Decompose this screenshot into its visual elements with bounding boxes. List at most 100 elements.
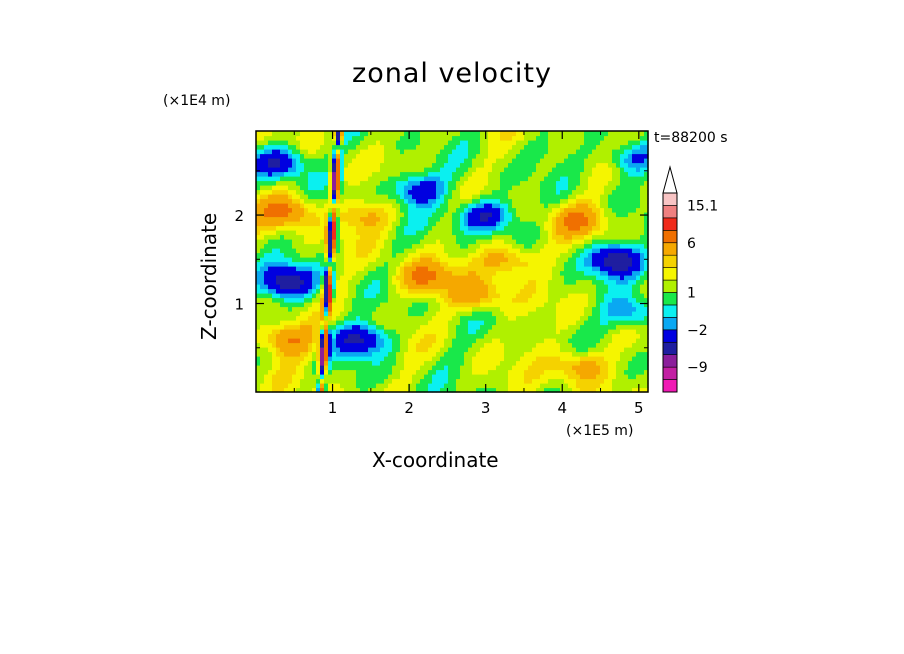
heatmap-cell [488, 153, 493, 159]
heatmap-cell [372, 383, 377, 389]
heatmap-cell [480, 234, 485, 240]
heatmap-cell [296, 333, 301, 339]
heatmap-cell [344, 243, 349, 249]
heatmap-cell [464, 212, 469, 218]
heatmap-cell [440, 387, 445, 393]
heatmap-cell [468, 279, 473, 285]
heatmap-cell [384, 167, 389, 173]
heatmap-cell [388, 387, 393, 393]
heatmap-cell [340, 252, 345, 258]
heatmap-cell [264, 225, 269, 231]
heatmap-cell [428, 360, 433, 366]
heatmap-cell [424, 306, 429, 312]
heatmap-cell [404, 176, 409, 182]
heatmap-cell [420, 275, 425, 281]
heatmap-cell [572, 234, 577, 240]
heatmap-cell [284, 198, 289, 204]
heatmap-cell [592, 171, 597, 177]
heatmap-cell [480, 252, 485, 258]
heatmap-cell [504, 293, 509, 299]
heatmap-cell [472, 284, 477, 290]
heatmap-cell [568, 149, 573, 155]
heatmap-cell [584, 378, 589, 384]
heatmap-cell [580, 374, 585, 380]
heatmap-cell [480, 212, 485, 218]
heatmap-cell [368, 288, 373, 294]
heatmap-cell [476, 203, 481, 209]
heatmap-cell [436, 369, 441, 375]
heatmap-cell [276, 167, 281, 173]
heatmap-cell [584, 306, 589, 312]
heatmap-cell [504, 360, 509, 366]
heatmap-cell [364, 347, 369, 353]
heatmap-cell [512, 239, 517, 245]
heatmap-cell [380, 248, 385, 254]
heatmap-cell [536, 324, 541, 330]
heatmap-cell [312, 257, 317, 263]
heatmap-cell [380, 135, 385, 141]
heatmap-cell [496, 315, 501, 321]
heatmap-cell [592, 144, 597, 150]
heatmap-cell [492, 212, 497, 218]
heatmap-cell [564, 342, 569, 348]
heatmap-cell [372, 203, 377, 209]
heatmap-cell [380, 342, 385, 348]
heatmap-cell [496, 167, 501, 173]
heatmap-cell [472, 135, 477, 141]
heatmap-cell [412, 338, 417, 344]
heatmap-cell [324, 149, 329, 155]
heatmap-cell [412, 315, 417, 321]
heatmap-cell [444, 324, 449, 330]
heatmap-cell [492, 167, 497, 173]
heatmap-cell [436, 365, 441, 371]
heatmap-cell [364, 144, 369, 150]
heatmap-cell [388, 320, 393, 326]
heatmap-cell [556, 194, 561, 200]
heatmap-cell [280, 378, 285, 384]
heatmap-cell [492, 144, 497, 150]
heatmap-cell [308, 288, 313, 294]
heatmap-cell [572, 131, 577, 137]
heatmap-cell [524, 320, 529, 326]
heatmap-cell [596, 261, 601, 267]
heatmap-cell [284, 185, 289, 191]
heatmap-cell [444, 149, 449, 155]
heatmap-cell [480, 189, 485, 195]
heatmap-cell [316, 171, 321, 177]
heatmap-cell [292, 243, 297, 249]
heatmap-cell [292, 248, 297, 254]
heatmap-cell [292, 144, 297, 150]
heatmap-cell [576, 212, 581, 218]
heatmap-cell [348, 203, 353, 209]
heatmap-cell [364, 387, 369, 393]
heatmap-cell [268, 266, 273, 272]
heatmap-cell [540, 338, 545, 344]
heatmap-cell [412, 216, 417, 222]
heatmap-cell [372, 351, 377, 357]
heatmap-cell [416, 261, 421, 267]
heatmap-cell [492, 374, 497, 380]
heatmap-cell [532, 230, 537, 236]
heatmap-cell [424, 257, 429, 263]
heatmap-cell [456, 383, 461, 389]
heatmap-cell [456, 351, 461, 357]
heatmap-cell [508, 243, 513, 249]
heatmap-cell [500, 252, 505, 258]
heatmap-cell [408, 167, 413, 173]
heatmap-cell [580, 275, 585, 281]
heatmap-cell [540, 365, 545, 371]
heatmap-cell [428, 158, 433, 164]
heatmap-cell [300, 306, 305, 312]
heatmap-cell [316, 266, 321, 272]
heatmap-cell [540, 239, 545, 245]
heatmap-cell [340, 360, 345, 366]
heatmap-cell [560, 302, 565, 308]
heatmap-cell [444, 239, 449, 245]
heatmap-cell [588, 347, 593, 353]
heatmap-cell [320, 203, 325, 209]
heatmap-cell [356, 293, 361, 299]
heatmap-cell [528, 185, 533, 191]
heatmap-cell [520, 324, 525, 330]
heatmap-cell [504, 374, 509, 380]
heatmap-cell [428, 261, 433, 267]
